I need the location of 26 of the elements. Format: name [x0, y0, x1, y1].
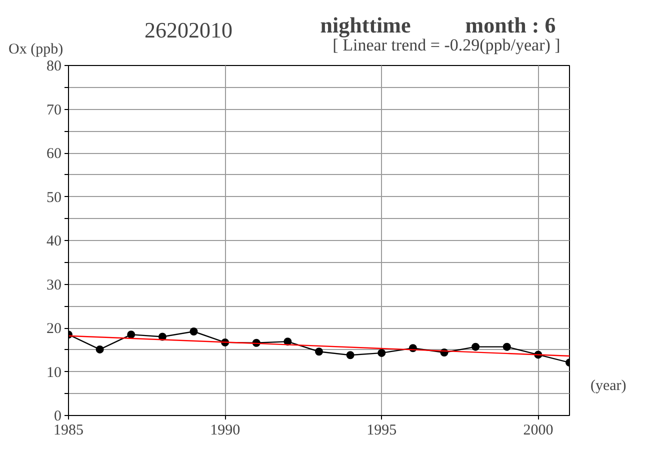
point: [472, 342, 480, 351]
chart-title: 26202010: [144, 18, 232, 42]
y-tick-label: 20: [46, 321, 62, 337]
y-tick-label: 50: [46, 190, 62, 206]
point: [346, 351, 354, 360]
point: [315, 348, 323, 356]
point: [378, 348, 386, 357]
x-axis-title: (year): [590, 378, 626, 394]
x-tick-label: 1990: [210, 422, 240, 438]
x-tick-label: 2000: [523, 422, 554, 438]
y-axis-title: Ox (ppb): [8, 42, 64, 58]
y-tick-label: 30: [46, 277, 62, 294]
y-tick-label: 40: [46, 234, 62, 250]
point: [502, 342, 511, 351]
chart-subtitle: nighttime: [320, 12, 411, 38]
y-tick-label: 60: [46, 146, 62, 162]
y-tick-label: 70: [46, 102, 62, 118]
x-tick-label: 1985: [54, 422, 84, 438]
text: month : 6: [465, 12, 556, 38]
point: [96, 345, 104, 354]
y-tick-label: 0: [54, 408, 62, 424]
y-tick-label: 10: [46, 364, 62, 381]
y-tick-label: 80: [46, 58, 62, 74]
point: [127, 330, 136, 339]
x-tick-label: 1995: [366, 422, 397, 438]
point: [190, 328, 198, 336]
